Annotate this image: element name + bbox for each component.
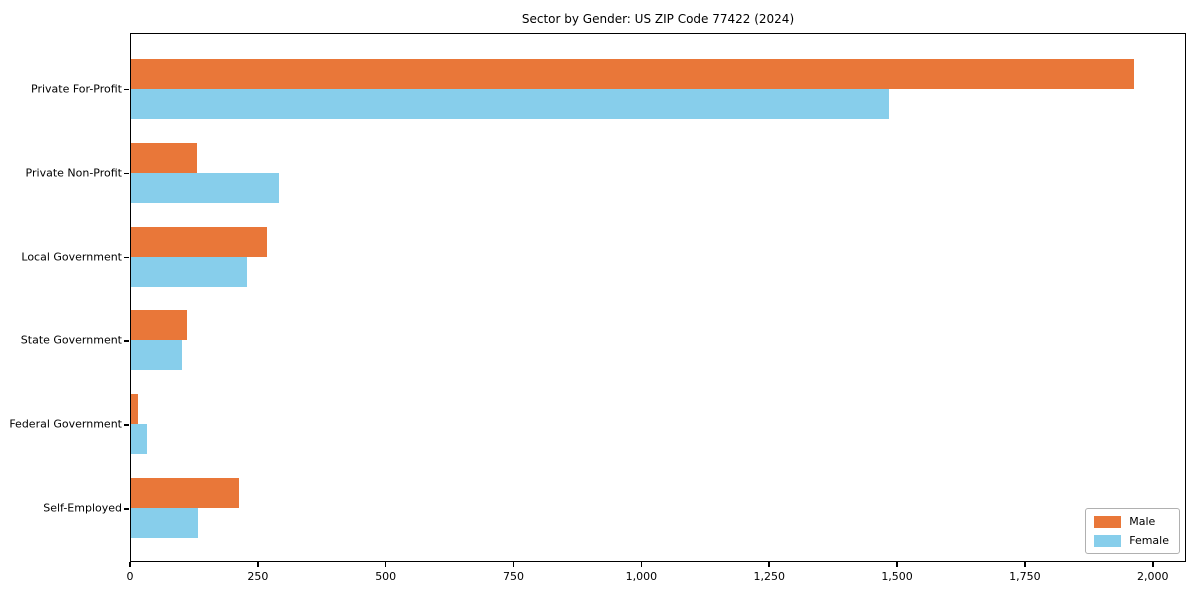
x-tick-label: 1,750 xyxy=(1009,570,1041,583)
y-axis-label: Federal Government xyxy=(9,417,122,431)
x-tick-label: 1,500 xyxy=(881,570,913,583)
y-axis-label: State Government xyxy=(20,333,122,347)
chart-title: Sector by Gender: US ZIP Code 77422 (202… xyxy=(521,12,795,26)
female-bar xyxy=(131,88,889,119)
bar-group: Federal Government xyxy=(9,382,1185,466)
legend-swatch-male xyxy=(1094,515,1122,528)
bar-pair xyxy=(131,142,1185,203)
bar-group: Private Non-Profit xyxy=(26,131,1185,215)
legend-swatch-female xyxy=(1094,534,1122,547)
legend-label: Female xyxy=(1129,534,1169,547)
x-axis-ticks: 0 250 500 750 1,000 1,250 1,500 1,750 2,000 xyxy=(126,562,1186,592)
y-tick-mark xyxy=(124,424,129,426)
y-tick-mark xyxy=(124,172,129,175)
y-tick-mark xyxy=(124,508,129,510)
legend-entry: Female xyxy=(1094,534,1169,547)
male-bar xyxy=(131,394,138,425)
x-tick-mark xyxy=(384,562,387,567)
y-tick-mark xyxy=(124,340,129,342)
x-tick-label: 0 xyxy=(126,570,134,583)
x-tick-label: 250 xyxy=(247,570,269,583)
female-bar xyxy=(131,172,280,203)
bar-pair xyxy=(131,226,1185,287)
plot-area: Private For-Profit Private Non-Profit Loca… xyxy=(9,33,1186,562)
legend-label: Male xyxy=(1129,515,1156,528)
y-tick-mark xyxy=(124,256,129,259)
x-tick-label: 2,000 xyxy=(1137,570,1169,583)
bar-pair xyxy=(131,478,1185,539)
bar-pair xyxy=(131,310,1185,371)
x-tick-mark xyxy=(768,562,770,567)
bar-pair xyxy=(131,58,1185,119)
x-tick-mark xyxy=(640,562,643,567)
bar-group: Private For-Profit xyxy=(31,47,1185,131)
female-bar xyxy=(131,508,199,539)
legend-entry: Male xyxy=(1094,515,1169,528)
bar-pair xyxy=(131,394,1185,455)
x-tick-label: 500 xyxy=(375,570,397,583)
x-tick-mark xyxy=(512,562,515,567)
x-tick-mark xyxy=(1024,562,1026,567)
x-tick-label: 750 xyxy=(503,570,525,583)
female-bar xyxy=(131,340,183,371)
x-tick-label: 1,250 xyxy=(753,570,785,583)
x-tick-mark xyxy=(1152,562,1154,567)
y-axis-label: Private Non-Profit xyxy=(25,166,122,180)
bar-groups-container: Private For-Profit Private Non-Profit Loca… xyxy=(9,34,1185,561)
bar-group: State Government xyxy=(21,298,1185,382)
y-axis-label: Local Government xyxy=(21,250,122,264)
bar-group: Self-Employed xyxy=(43,466,1185,550)
male-bar xyxy=(131,478,240,509)
male-bar xyxy=(131,142,198,173)
x-tick-mark xyxy=(129,562,131,567)
female-bar xyxy=(131,256,247,287)
male-bar xyxy=(131,58,1134,89)
bar-group: Local Government xyxy=(21,215,1185,299)
y-axis-label: Private For-Profit xyxy=(31,82,122,96)
y-tick-mark xyxy=(124,88,129,91)
x-tick-label: 1,000 xyxy=(625,570,658,583)
female-bar xyxy=(131,424,147,455)
x-tick-mark xyxy=(257,562,259,567)
male-bar xyxy=(131,310,188,341)
legend-entries: Male Female xyxy=(1094,515,1169,547)
legend: Male Female xyxy=(1085,508,1180,554)
y-axis-label: Self-Employed xyxy=(43,501,122,515)
x-tick-mark xyxy=(896,562,898,567)
male-bar xyxy=(131,226,268,257)
